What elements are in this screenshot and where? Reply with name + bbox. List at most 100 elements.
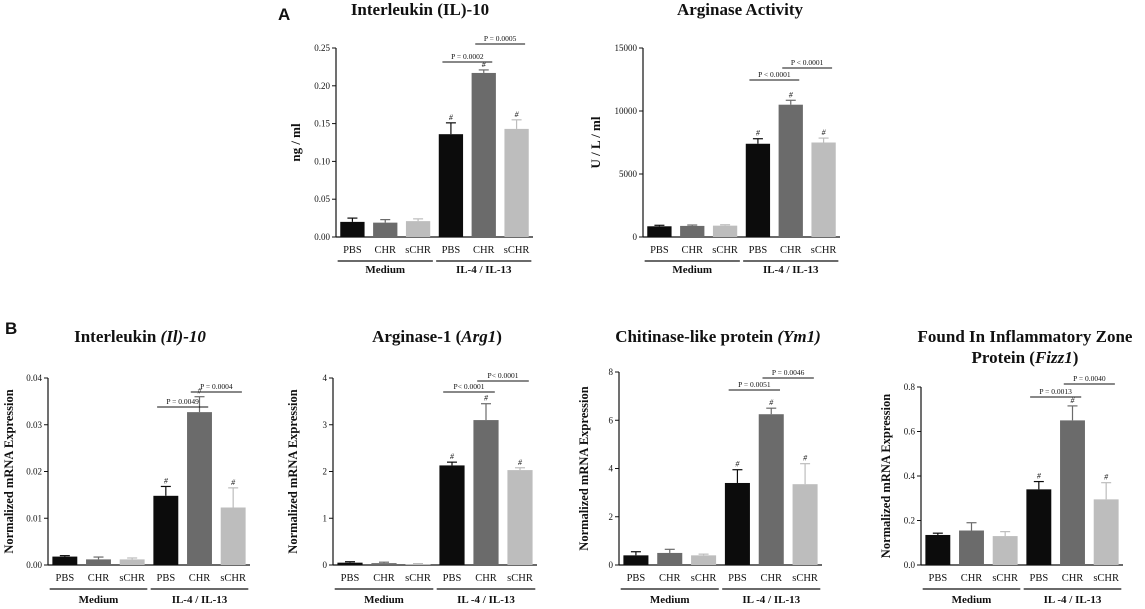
p-value-label: P < 0.0001 [758, 70, 791, 79]
y-tick-label: 0.8 [904, 382, 916, 392]
bar [959, 530, 984, 565]
group-label: IL -4 / IL-13 [457, 594, 515, 606]
category-label: sCHR [119, 573, 145, 584]
bar [778, 104, 803, 237]
chart-title: Interleukin (IL)-10 [351, 0, 489, 19]
chart-il10-mrna: Interleukin (Il)-10 Normalized mRNA Expre… [2, 327, 250, 606]
y-axis-label: Normalized mRNA Expression [879, 394, 893, 558]
bar [792, 484, 818, 565]
bar [925, 534, 951, 565]
y-tick-label: 0 [609, 560, 614, 570]
bar [340, 221, 365, 237]
y-tick-label: 0.00 [26, 560, 42, 570]
panel-label-b: B [5, 319, 17, 338]
group-label: IL-4 / IL-13 [763, 264, 819, 276]
p-value-label: P = 0.0046 [772, 368, 805, 377]
category-label: CHR [1062, 573, 1084, 584]
bar [992, 536, 1018, 565]
group-label: IL-4 / IL-13 [456, 264, 512, 276]
y-tick-label: 0.01 [26, 513, 42, 523]
p-value-label: P< 0.0001 [488, 371, 519, 380]
category-label: PBS [928, 573, 947, 584]
bar [373, 222, 398, 237]
category-label: PBS [343, 245, 362, 256]
category-label: PBS [728, 573, 747, 584]
category-label: sCHR [811, 245, 837, 256]
bar [220, 507, 246, 565]
y-tick-label: 0.00 [314, 232, 330, 242]
y-tick-label: 2 [609, 512, 614, 522]
significance-symbol: # [515, 110, 520, 119]
y-tick-label: 0.20 [314, 81, 330, 91]
significance-symbol: # [164, 476, 169, 485]
category-label: CHR [961, 573, 983, 584]
group-label: Medium [79, 594, 119, 606]
category-label: sCHR [220, 573, 246, 584]
category-label: CHR [760, 573, 782, 584]
bar [473, 420, 499, 565]
category-label: sCHR [792, 573, 818, 584]
y-tick-label: 0.0 [904, 560, 916, 570]
category-label: CHR [373, 573, 395, 584]
panel-label-a: A [278, 5, 290, 24]
p-value-label: P = 0.0002 [451, 52, 484, 61]
significance-symbol: # [756, 129, 761, 138]
group-label: IL-4 / IL-13 [172, 594, 228, 606]
chart-title-line2: Protein (Fizz1) [972, 348, 1079, 367]
significance-symbol: # [822, 128, 827, 137]
bar [405, 564, 431, 565]
significance-symbol: # [1037, 472, 1042, 481]
group-label: Medium [650, 594, 690, 606]
chart-title: Found In Inflammatory Zone [918, 327, 1133, 346]
chart-title: Interleukin (Il)-10 [74, 327, 206, 346]
bar [504, 128, 529, 237]
p-value-label: P = 0.0040 [1073, 374, 1106, 383]
bar [1093, 499, 1119, 565]
bar [405, 221, 431, 237]
category-label: sCHR [712, 245, 738, 256]
group-label: Medium [364, 594, 404, 606]
bar [712, 225, 738, 237]
bar [623, 555, 649, 565]
category-label: sCHR [405, 573, 431, 584]
category-label: sCHR [405, 245, 431, 256]
category-label: sCHR [691, 573, 717, 584]
group-label: Medium [952, 594, 992, 606]
y-tick-label: 0.03 [26, 420, 42, 430]
bar [1026, 489, 1052, 565]
category-label: PBS [55, 573, 74, 584]
category-label: PBS [341, 573, 360, 584]
y-tick-label: 0.4 [904, 471, 916, 481]
y-tick-label: 0.05 [314, 194, 330, 204]
p-value-label: P < 0.0001 [791, 58, 824, 67]
bar [758, 414, 784, 565]
y-tick-label: 0 [633, 232, 638, 242]
p-value-label: P = 0.0049 [166, 397, 199, 406]
category-label: CHR [473, 245, 495, 256]
significance-symbol: # [803, 454, 808, 463]
y-axis-label: Normalized mRNA Expression [286, 389, 300, 553]
bar [724, 482, 750, 565]
bar [471, 72, 496, 237]
y-tick-label: 10000 [615, 106, 638, 116]
bar [507, 470, 533, 565]
significance-symbol: # [231, 478, 236, 487]
chart-il10-protein: Interleukin (IL)-10 ng / ml 0.00 0.05 0.10 0.… [288, 0, 533, 276]
group-label: IL -4 / IL-13 [1044, 594, 1102, 606]
category-label: PBS [650, 245, 669, 256]
y-tick-label: 0.02 [26, 467, 42, 477]
group-label: IL -4 / IL-13 [742, 594, 800, 606]
chart-arg1-mrna: Arginase-1 (Arg1) Normalized mRNA Express… [286, 327, 537, 606]
bar [438, 134, 464, 237]
y-tick-label: 0.04 [26, 373, 42, 383]
category-label: CHR [681, 245, 703, 256]
category-label: sCHR [992, 573, 1018, 584]
category-label: CHR [189, 573, 211, 584]
category-label: PBS [442, 245, 461, 256]
y-tick-label: 3 [323, 420, 328, 430]
significance-symbol: # [789, 90, 794, 99]
chart-ym1-mrna: Chitinase-like protein (Ym1) Normalized m… [577, 327, 822, 606]
y-tick-label: 5000 [619, 169, 638, 179]
category-label: sCHR [1093, 573, 1119, 584]
